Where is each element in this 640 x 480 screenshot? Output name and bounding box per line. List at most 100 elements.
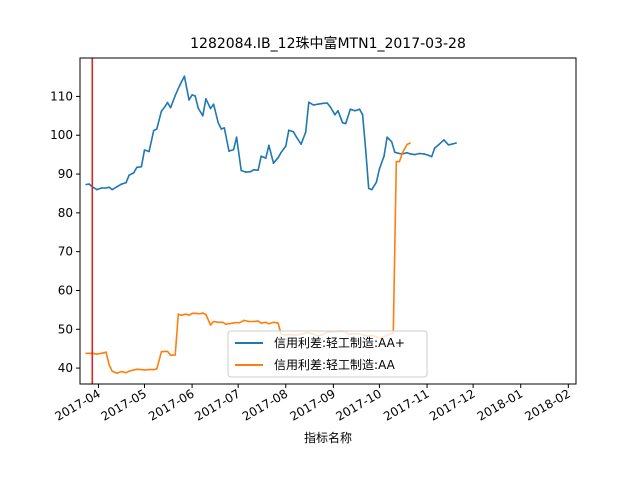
series-0-point bbox=[438, 143, 441, 145]
series-0-point bbox=[367, 187, 370, 190]
series-1-point bbox=[257, 320, 259, 322]
series-0-point bbox=[349, 108, 352, 110]
series-1-point bbox=[398, 160, 401, 163]
series-0-point bbox=[386, 136, 388, 138]
series-1-point bbox=[252, 320, 255, 323]
series-0-point bbox=[240, 169, 242, 172]
series-0-point bbox=[166, 101, 169, 104]
series-1-point bbox=[199, 313, 201, 315]
series-1-point bbox=[185, 313, 187, 315]
series-0-point bbox=[96, 188, 98, 191]
y-tick-label: 40 bbox=[58, 361, 73, 375]
series-0-point bbox=[249, 170, 252, 173]
series-0-point bbox=[163, 106, 166, 109]
series-0-point bbox=[136, 166, 138, 169]
series-0-point bbox=[300, 143, 302, 145]
y-axis: 40 50 60 70 80 90 100 110 bbox=[50, 89, 80, 375]
series-1-point bbox=[85, 352, 87, 355]
series-1-point bbox=[120, 370, 123, 373]
series-1-point bbox=[116, 372, 118, 374]
y-tick-label: 50 bbox=[58, 322, 73, 336]
x-tick-label: 2018-02 bbox=[522, 386, 572, 423]
x-tick-label: 2017-12 bbox=[427, 386, 477, 423]
x-tick-label: 2017-09 bbox=[287, 386, 337, 423]
series-1-point bbox=[406, 143, 408, 146]
series-1-point bbox=[108, 364, 110, 366]
series-0-point bbox=[128, 174, 130, 176]
series-0-point bbox=[111, 188, 113, 191]
series-1-point bbox=[156, 368, 158, 370]
series-0-point bbox=[414, 153, 416, 156]
y-tick-label: 100 bbox=[50, 128, 73, 142]
series-0-point bbox=[378, 168, 381, 170]
series-0-point bbox=[371, 188, 373, 191]
series-1-point bbox=[212, 320, 215, 323]
series-1-point bbox=[205, 313, 207, 316]
series-line-0 bbox=[85, 75, 457, 191]
series-0-point bbox=[443, 139, 445, 141]
series-0-point bbox=[252, 169, 255, 171]
series-0-point bbox=[317, 103, 319, 105]
series-0-point bbox=[260, 155, 263, 157]
series-0-point bbox=[398, 152, 401, 155]
series-0-point bbox=[235, 136, 238, 138]
series-0-point bbox=[169, 106, 172, 109]
series-0-point bbox=[321, 102, 324, 105]
series-0-point bbox=[152, 129, 155, 132]
series-0-point bbox=[272, 162, 275, 164]
x-axis: 2017-042017-052017-062017-072017-082017-… bbox=[53, 384, 573, 424]
y-tick-label: 90 bbox=[58, 167, 73, 181]
series-0-point bbox=[194, 95, 196, 97]
series-0-point bbox=[455, 142, 458, 144]
series-1-point bbox=[238, 321, 241, 324]
series-1-point bbox=[409, 142, 412, 144]
series-0-point bbox=[406, 151, 408, 154]
series-1-point bbox=[143, 369, 146, 371]
series-0-point bbox=[212, 103, 215, 105]
series-1-point bbox=[105, 351, 107, 354]
x-tick-label: 2017-07 bbox=[192, 386, 242, 423]
series-0-point bbox=[354, 110, 356, 112]
series-1-point bbox=[177, 313, 180, 315]
y-tick-label: 60 bbox=[58, 283, 73, 297]
series-1-point bbox=[180, 314, 183, 317]
x-tick-label: 2017-04 bbox=[53, 386, 103, 423]
series-0-point bbox=[447, 144, 450, 146]
series-0-point bbox=[108, 186, 110, 188]
series-0-point bbox=[140, 165, 143, 168]
series-0-point bbox=[179, 84, 181, 86]
series-0-point bbox=[383, 155, 385, 157]
series-0-point bbox=[427, 154, 430, 157]
series-1-point bbox=[132, 369, 135, 371]
series-0-point bbox=[304, 131, 307, 133]
series-0-point bbox=[143, 149, 146, 151]
series-0-point bbox=[295, 136, 298, 138]
series-0-point bbox=[228, 150, 230, 152]
series-0-point bbox=[268, 144, 270, 147]
series-1-point bbox=[217, 321, 219, 324]
series-1-point bbox=[225, 323, 227, 326]
x-tick-label: 2017-08 bbox=[240, 386, 290, 423]
series-0-point bbox=[358, 108, 361, 110]
y-tick-label: 110 bbox=[50, 89, 73, 103]
series-1-point bbox=[195, 312, 198, 315]
y-tick-label: 70 bbox=[58, 245, 73, 259]
series-0-point bbox=[326, 102, 329, 104]
series-1-point bbox=[209, 324, 212, 326]
legend: 信用利差:轻工制造:AA+ 信用利差:轻工制造:AA bbox=[227, 330, 428, 378]
series-0-point bbox=[364, 148, 367, 150]
series-0-point bbox=[285, 145, 287, 147]
series-0-point bbox=[105, 187, 107, 189]
series-1-point bbox=[140, 368, 143, 371]
x-tick-label: 2018-01 bbox=[475, 386, 525, 423]
series-0-point bbox=[280, 151, 283, 154]
series-0-point bbox=[450, 143, 453, 145]
series-0-point bbox=[191, 94, 193, 96]
series-0-point bbox=[337, 110, 339, 112]
series-0-point bbox=[223, 127, 226, 129]
series-0-point bbox=[329, 106, 332, 108]
series-1-point bbox=[395, 160, 398, 163]
series-1-point bbox=[148, 368, 150, 371]
series-1-point bbox=[265, 321, 267, 324]
series-0-point bbox=[209, 107, 212, 110]
